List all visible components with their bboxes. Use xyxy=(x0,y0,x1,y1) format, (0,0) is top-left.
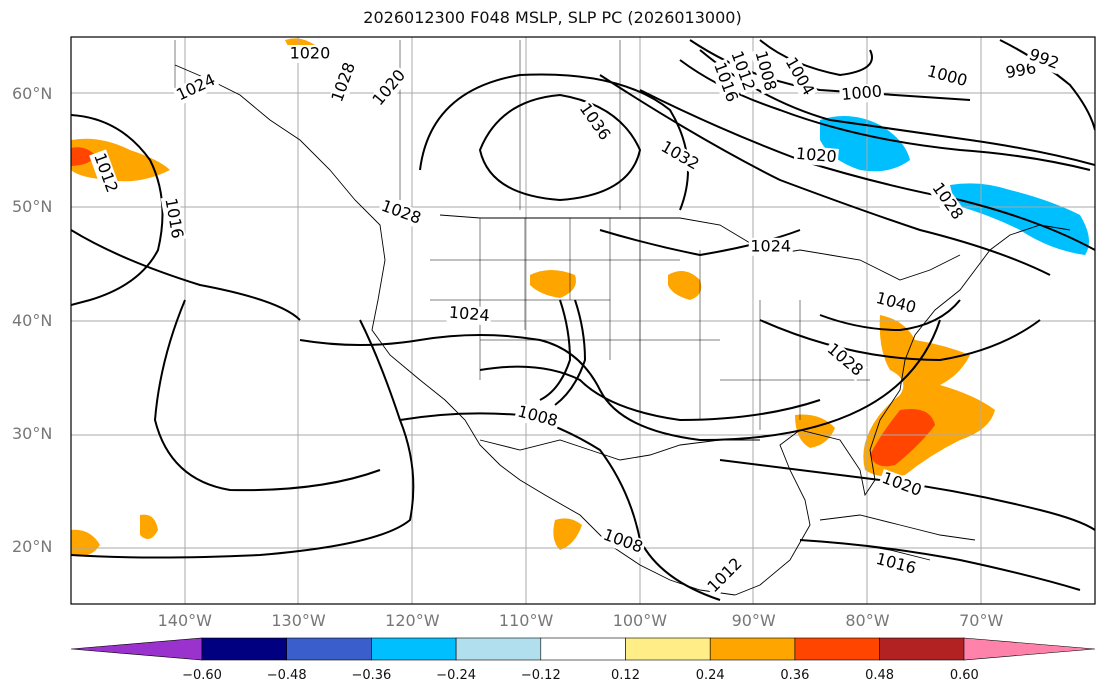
lon-label: 130°W xyxy=(271,611,326,630)
isobar-label-bg xyxy=(574,98,615,146)
isobar-label-bg xyxy=(750,47,780,95)
isobar-label-bg xyxy=(368,65,411,111)
colorbar-tick-label: 0.48 xyxy=(865,668,895,683)
isobar-label-bg xyxy=(599,525,647,558)
colorbar-tick-label: −0.36 xyxy=(351,668,392,683)
isobar-label-bg xyxy=(748,237,793,256)
colorbar-swatch xyxy=(455,637,542,661)
isobar-label-bg xyxy=(328,58,361,107)
isobar-label-bg xyxy=(1002,59,1040,83)
lon-label: 140°W xyxy=(157,611,212,630)
lon-label: 70°W xyxy=(959,611,1004,630)
isobar-label: 1024 xyxy=(448,303,490,325)
isobar-label-bg xyxy=(89,149,122,197)
isobar-label-bg xyxy=(872,289,920,318)
isobars xyxy=(71,39,1095,601)
colorbar-swatch xyxy=(286,637,372,661)
isobar-label-bg xyxy=(872,549,920,579)
isobar-label-bg xyxy=(513,402,562,432)
lat-label: 50°N xyxy=(12,197,53,217)
isobar-label-bg xyxy=(377,196,425,229)
colorbar-swatch xyxy=(70,637,203,661)
isobar-label-bg xyxy=(446,303,492,326)
lon-label: 120°W xyxy=(385,611,440,630)
isobar-label-bg xyxy=(172,70,220,106)
isobar-label-bg xyxy=(839,82,885,105)
colorbar-swatch xyxy=(963,637,1096,661)
colorbar-tick-label: −0.24 xyxy=(436,668,477,683)
colorbar-swatch xyxy=(879,637,965,661)
isobar-label: 1000 xyxy=(841,81,883,103)
colorbar-swatch xyxy=(709,637,796,661)
lat-label: 40°N xyxy=(12,310,53,330)
lat-label: 60°N xyxy=(12,83,53,103)
lon-label: 80°W xyxy=(845,611,890,630)
colorbar-swatch xyxy=(540,637,626,661)
isobar-label-bg xyxy=(923,62,971,92)
isobar-label-bg xyxy=(877,468,926,501)
lon-label: 110°W xyxy=(498,611,554,630)
lat-label: 20°N xyxy=(12,537,53,557)
isobar-label-bg xyxy=(726,47,759,95)
isobar-label-bg xyxy=(287,45,332,64)
colorbar-tick-label: −0.60 xyxy=(182,668,222,683)
political-boundaries xyxy=(174,40,870,430)
isobar-label-bg xyxy=(709,58,742,107)
isobar-label: 1020 xyxy=(795,144,837,166)
lon-label: 100°W xyxy=(612,611,668,630)
colorbar-swatch xyxy=(625,637,711,661)
isobar-label: 1020 xyxy=(290,44,331,63)
isobar-label-bg xyxy=(1024,45,1063,74)
colorbar-tick-label: 0.36 xyxy=(780,668,810,683)
colorbar-tick-label: −0.48 xyxy=(266,668,307,683)
isobar-label: 1024 xyxy=(750,236,791,255)
isobar-label-bg xyxy=(656,137,704,175)
isobar-label-bg xyxy=(780,53,818,101)
colorbar-tick-label: 0.12 xyxy=(611,668,640,683)
lat-label: 30°N xyxy=(12,423,53,443)
colorbar-swatch xyxy=(201,637,287,661)
colorbar-swatch xyxy=(371,637,457,661)
colorbar xyxy=(70,637,1096,661)
isobar-label-bg xyxy=(927,178,968,225)
colorbar-tick-label: −0.12 xyxy=(520,668,561,683)
isobar-label-bg xyxy=(703,553,748,598)
map-title: 2026012300 F048 MSLP, SLP PC (2026013000… xyxy=(363,8,742,27)
lon-label: 90°W xyxy=(731,611,776,630)
colorbar-tick-label: 0.60 xyxy=(949,668,979,683)
isobar-label-bg xyxy=(793,145,839,167)
colorbar-swatch xyxy=(794,637,880,661)
isobar-label-bg xyxy=(822,339,868,382)
isobar-label-bg xyxy=(160,195,187,242)
colorbar-tick-label: 0.24 xyxy=(695,668,725,683)
